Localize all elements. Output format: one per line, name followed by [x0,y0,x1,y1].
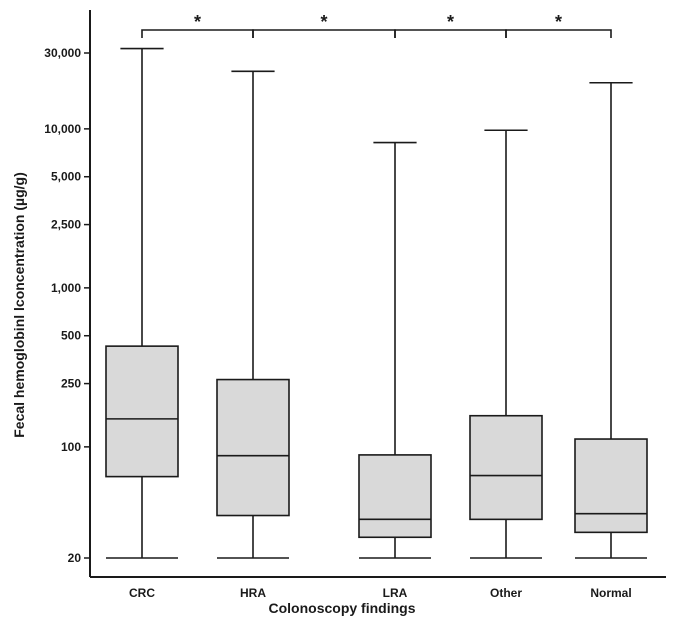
y-tick-label: 20 [68,551,82,565]
bracket-line [505,29,612,38]
bracket-other-normal: * [505,12,612,38]
box-crc [105,47,179,559]
x-axis-title: Colonoscopy findings [269,600,416,616]
y-tick-label: 500 [61,329,81,343]
significance-star: * [320,12,327,32]
box-normal [574,81,648,559]
y-tick-label: 250 [61,377,81,391]
y-axis-title: Fecal hemoglobinl lconcentration (µg/g) [11,172,27,438]
x-tick-label: CRC [129,586,155,600]
significance-star: * [194,12,201,32]
bracket-crc-hra: * [141,12,254,38]
iqr-box [216,378,290,517]
iqr-box [358,454,432,539]
y-axis: 20 100 250 500 1,000 2,500 5,000 10,000 30,000 [44,10,91,577]
y-tick-label: 30,000 [44,46,81,60]
y-tick-label: 1,000 [51,281,81,295]
y-tick-label: 100 [61,440,81,454]
significance-star: * [555,12,562,32]
iqr-box [574,438,648,534]
iqr-box [105,345,179,478]
box-lra [358,141,432,559]
x-tick-label: LRA [383,586,408,600]
y-tick-label: 5,000 [51,170,81,184]
y-tick-label: 10,000 [44,122,81,136]
x-tick-label: HRA [240,586,266,600]
box-hra [216,70,290,559]
bracket-hra-lra: * [252,12,396,38]
x-tick-label: Other [490,586,522,600]
iqr-box [469,414,543,521]
x-tick-label: Normal [590,586,631,600]
x-axis: CRC HRA LRA Other Normal [90,576,666,600]
bracket-lra-other: * [394,12,507,38]
significance-star: * [447,12,454,32]
y-tick-label: 2,500 [51,218,81,232]
box-series [105,47,648,559]
significance-brackets: * * * * [141,12,612,38]
box-other [469,129,543,559]
